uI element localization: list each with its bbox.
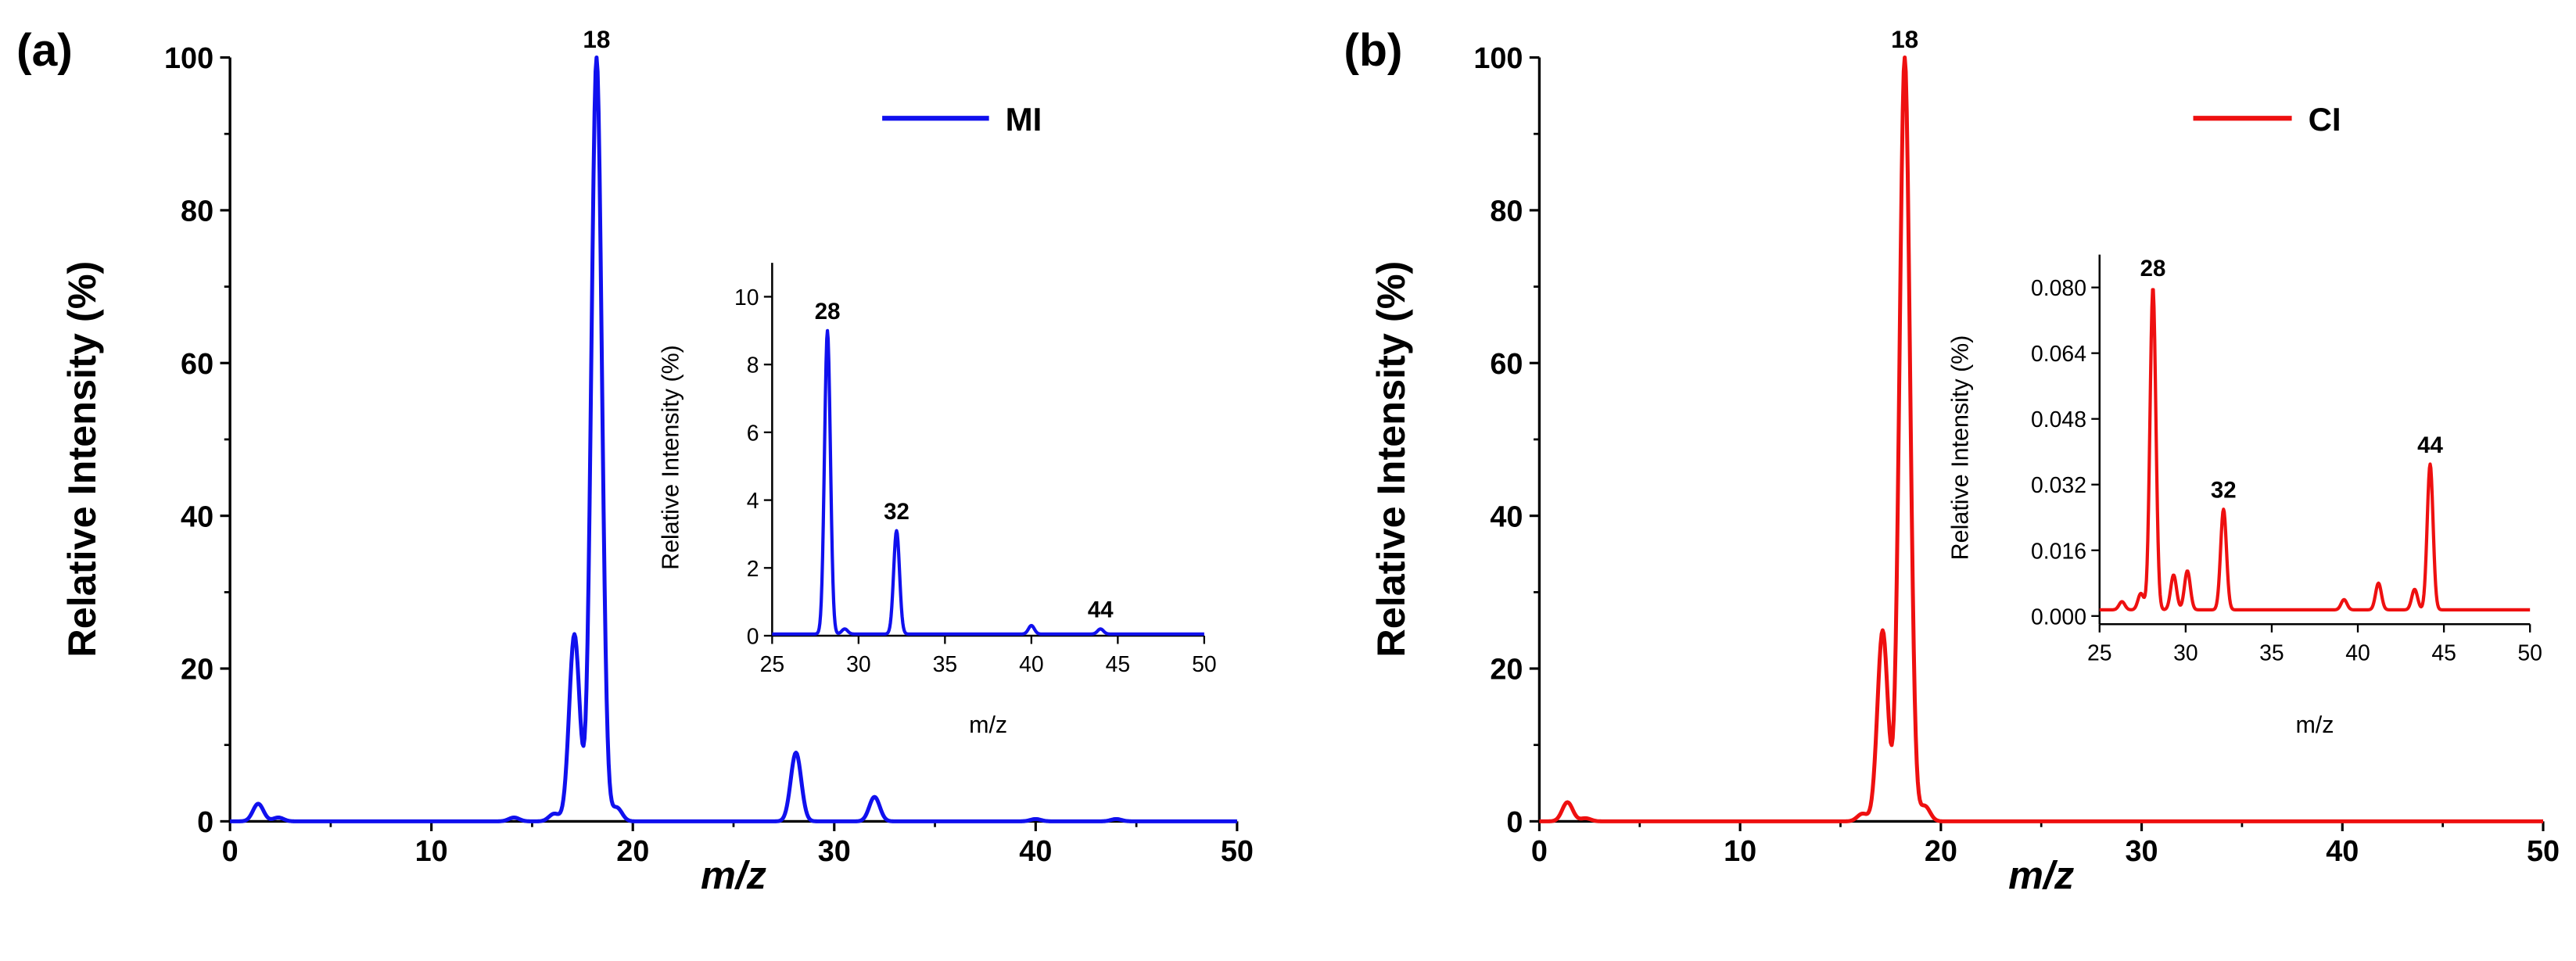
peak-label-18: 18	[1891, 25, 1918, 53]
inset-y-tick-label: 0.064	[2031, 342, 2086, 367]
inset-x-tick-label: 45	[1106, 652, 1131, 677]
inset-y-tick-label: 0.000	[2031, 604, 2086, 629]
inset-y-tick-label: 2	[747, 557, 759, 582]
legend-label: MI	[1006, 101, 1042, 138]
inset-y-tick-label: 4	[747, 489, 759, 514]
inset-y-tick-label: 0.032	[2031, 473, 2086, 498]
inset-x-tick-label: 40	[1019, 652, 1044, 677]
x-tick-label: 30	[2126, 835, 2158, 868]
peak-label-18: 18	[583, 25, 610, 53]
inset-x-tick-label: 30	[2173, 641, 2198, 666]
inset-x-tick-label: 30	[846, 652, 871, 677]
inset-x-tick-label: 50	[2517, 641, 2542, 666]
inset-y-tick-label: 0	[747, 625, 759, 650]
y-tick-label: 0	[1506, 806, 1523, 839]
inset-y-tick-label: 0.048	[2031, 407, 2086, 432]
y-tick-label: 20	[181, 654, 213, 687]
x-tick-label: 10	[415, 835, 448, 868]
inset-peak-label-44: 44	[1088, 597, 1114, 623]
inset-peak-label-32: 32	[2211, 478, 2237, 504]
inset-x-axis-title: m/z	[2295, 712, 2334, 738]
inset-y-tick-label: 10	[734, 285, 759, 310]
inset-y-tick-label: 6	[747, 421, 759, 446]
x-axis-title: m/z	[2008, 853, 2074, 898]
y-tick-label: 0	[197, 806, 213, 839]
x-tick-label: 0	[1531, 835, 1548, 868]
inset-x-axis-title: m/z	[969, 712, 1007, 738]
inset-x-tick-label: 25	[760, 652, 785, 677]
inset-y-tick-label: 0.080	[2031, 276, 2086, 301]
y-axis-title: Relative Intensity (%)	[1369, 261, 1413, 658]
y-tick-label: 100	[164, 42, 213, 75]
x-tick-label: 0	[222, 835, 239, 868]
inset-y-tick-label: 8	[747, 353, 759, 378]
legend-label: CI	[2309, 101, 2341, 138]
inset-x-tick-label: 50	[1192, 652, 1217, 677]
y-tick-label: 40	[1490, 500, 1523, 533]
inset-peak-label-44: 44	[2417, 432, 2443, 458]
panel-b: 0 10 20 30 40 50 0 20 40 60 80 100 m/z Relative Inten…	[1344, 25, 2560, 898]
inset-x-tick-label: 40	[2345, 641, 2370, 666]
y-axis-title: Relative Intensity (%)	[59, 261, 104, 658]
panel-label: (b)	[1344, 25, 1402, 76]
spectrum-line	[1538, 55, 2545, 823]
inset-spectrum-line	[2098, 288, 2531, 612]
x-tick-label: 20	[1925, 835, 1957, 868]
inset-x-tick-label: 45	[2431, 641, 2456, 666]
x-tick-label: 50	[1221, 835, 1254, 868]
inset-spectrum-line	[771, 328, 1206, 636]
inset-y-axis-title: Relative Intensity (%)	[658, 345, 684, 570]
x-tick-label: 50	[2527, 835, 2560, 868]
y-tick-label: 100	[1473, 42, 1523, 75]
inset-y-axis-title: Relative Intensity (%)	[1947, 335, 1974, 561]
inset-x-tick-label: 25	[2087, 641, 2112, 666]
x-tick-label: 10	[1724, 835, 1756, 868]
y-tick-label: 20	[1490, 654, 1523, 687]
inset-x-tick-label: 35	[2259, 641, 2284, 666]
x-tick-label: 20	[616, 835, 649, 868]
y-tick-label: 60	[181, 348, 213, 381]
inset-peak-label-32: 32	[884, 499, 909, 525]
inset-y-tick-label: 0.016	[2031, 539, 2086, 564]
x-tick-label: 40	[2326, 835, 2359, 868]
x-tick-label: 30	[818, 835, 851, 868]
x-axis-title: m/z	[701, 853, 766, 898]
inset-peak-label-28: 28	[815, 299, 841, 325]
y-tick-label: 80	[1490, 195, 1523, 228]
spectrum-line	[228, 55, 1239, 823]
y-tick-label: 40	[181, 500, 213, 533]
inset-x-tick-label: 35	[933, 652, 958, 677]
x-tick-label: 40	[1019, 835, 1052, 868]
y-tick-label: 80	[181, 195, 213, 228]
panel-label: (a)	[16, 25, 73, 76]
inset-peak-label-28: 28	[2140, 256, 2166, 281]
y-tick-label: 60	[1490, 348, 1523, 381]
